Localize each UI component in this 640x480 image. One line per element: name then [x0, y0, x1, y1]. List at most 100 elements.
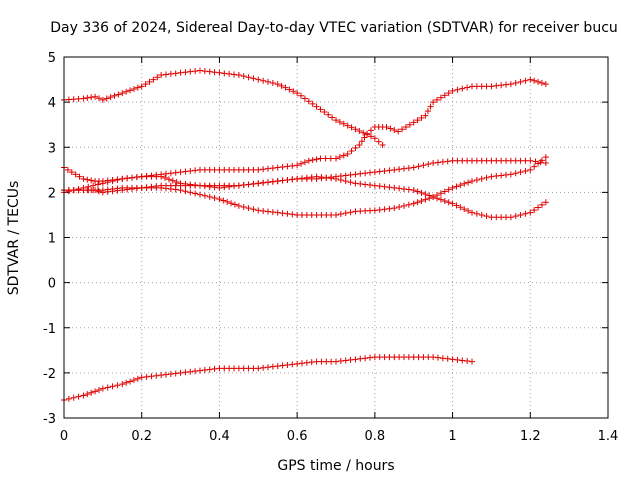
data-point-marker: [143, 373, 150, 380]
data-point-marker: [386, 205, 393, 212]
data-point-marker: [410, 164, 417, 171]
data-point-marker: [396, 166, 403, 173]
data-point-marker: [430, 354, 437, 361]
data-point-marker: [64, 166, 71, 173]
data-point-marker: [367, 182, 373, 189]
data-point-marker: [107, 94, 114, 101]
data-point-marker: [250, 206, 257, 213]
data-point-marker: [454, 86, 461, 93]
data-point-marker: [92, 388, 99, 395]
data-point-marker: [269, 209, 276, 216]
data-point-marker: [99, 96, 106, 103]
data-point-marker: [405, 165, 412, 172]
data-point-marker: [177, 369, 184, 376]
data-point-marker: [88, 94, 95, 101]
y-tick-label: 5: [48, 51, 56, 66]
data-point-marker: [391, 184, 398, 191]
data-point-marker: [134, 84, 141, 91]
data-point-marker: [235, 72, 242, 79]
data-point-marker: [224, 198, 231, 205]
x-tick-label: 0.8: [365, 429, 386, 444]
data-point-marker: [153, 171, 160, 178]
data-point-marker: [347, 356, 354, 363]
data-point-marker: [449, 184, 456, 191]
data-point-marker: [228, 200, 235, 207]
data-point-marker: [172, 169, 179, 176]
data-point-marker: [342, 172, 349, 179]
data-point-marker: [99, 385, 106, 392]
data-point-marker: [150, 76, 157, 83]
data-point-marker: [317, 155, 324, 162]
data-point-marker: [381, 183, 388, 190]
data-point-marker: [376, 168, 383, 175]
data-point-marker: [284, 361, 291, 368]
data-point-marker: [167, 170, 174, 177]
data-point-marker: [434, 192, 441, 199]
data-point-marker: [143, 173, 150, 180]
data-point-marker: [305, 157, 312, 164]
data-point-marker: [371, 207, 378, 214]
data-point-marker: [367, 133, 374, 140]
data-point-marker: [469, 178, 475, 185]
data-point-marker: [255, 76, 262, 83]
data-point-marker: [301, 95, 308, 102]
data-point-marker: [75, 185, 82, 192]
y-tick-label: 4: [48, 96, 56, 111]
data-point-marker: [538, 79, 545, 86]
data-point-marker: [84, 391, 91, 398]
data-point-marker: [537, 159, 544, 166]
data-point-marker: [531, 207, 538, 214]
data-point-marker: [488, 83, 495, 90]
data-point-marker: [245, 181, 252, 188]
data-point-marker: [362, 170, 369, 177]
data-point-marker: [441, 92, 448, 99]
data-point-marker: [340, 120, 347, 127]
data-point-marker: [260, 77, 267, 84]
data-point-marker: [226, 70, 233, 77]
data-point-marker: [522, 167, 529, 174]
data-point-marker: [387, 125, 394, 132]
data-point-marker: [289, 211, 296, 218]
data-point-marker: [367, 127, 374, 134]
data-point-marker: [361, 134, 368, 141]
data-point-marker: [464, 358, 471, 365]
data-point-marker: [167, 70, 174, 77]
data-point-marker: [313, 156, 320, 163]
data-point-marker: [418, 197, 425, 204]
data-point-marker: [399, 126, 406, 133]
data-point-marker: [352, 145, 359, 152]
data-point-marker: [148, 172, 155, 179]
data-point-marker: [459, 85, 466, 92]
data-point-marker: [75, 393, 82, 400]
data-point-marker: [542, 160, 549, 167]
data-point-marker: [68, 169, 75, 176]
y-tick-label: -3: [43, 412, 56, 427]
x-tick-label: 0: [60, 429, 68, 444]
data-point-marker: [192, 190, 199, 197]
data-point-marker: [439, 355, 446, 362]
data-point-marker: [381, 167, 388, 174]
data-point-marker: [265, 165, 271, 172]
data-point-marker: [84, 94, 91, 101]
data-point-marker: [396, 185, 403, 192]
data-point-marker: [169, 177, 176, 184]
data-point-marker: [284, 163, 291, 170]
data-point-marker: [80, 175, 87, 182]
plot-frame: [63, 56, 609, 419]
data-point-marker: [124, 175, 131, 182]
data-point-marker: [129, 185, 135, 192]
data-point-marker: [143, 184, 150, 191]
data-point-marker: [187, 368, 194, 375]
data-point-marker: [269, 178, 276, 185]
data-point-marker: [211, 365, 218, 372]
data-point-marker: [445, 186, 452, 193]
data-point-marker: [340, 152, 347, 159]
series-s5: [61, 76, 549, 196]
data-point-marker: [512, 213, 519, 220]
data-point-marker: [70, 394, 77, 401]
data-point-marker: [138, 83, 145, 90]
data-point-marker: [352, 180, 359, 187]
data-point-marker: [172, 370, 179, 377]
data-point-marker: [347, 171, 354, 178]
data-point-marker: [309, 157, 316, 164]
